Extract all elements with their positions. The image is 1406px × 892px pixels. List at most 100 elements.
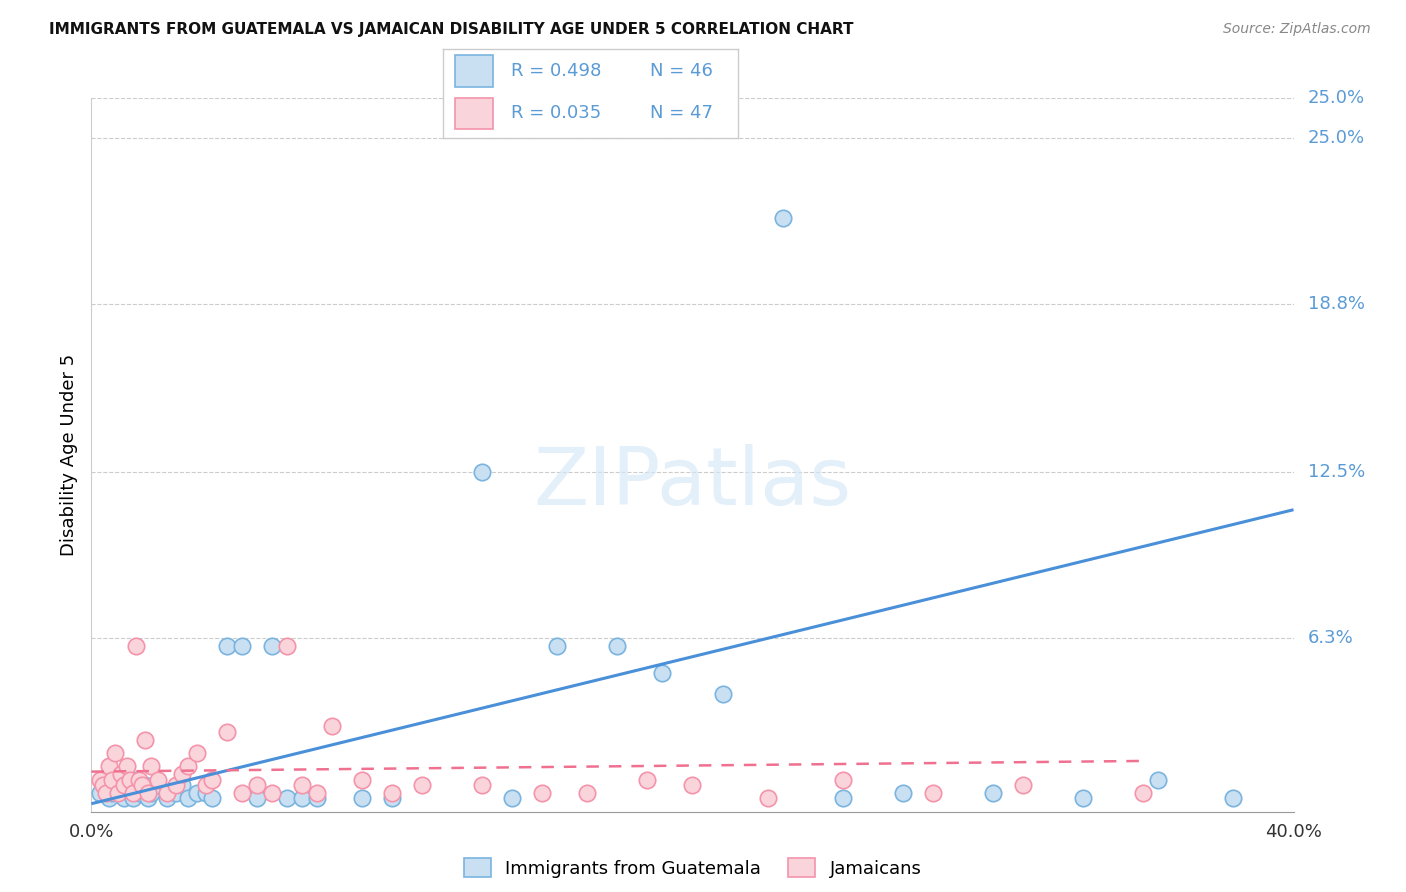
Point: [276, 639, 298, 653]
Point: [128, 772, 150, 787]
Point: [146, 778, 169, 792]
Text: R = 0.035: R = 0.035: [510, 104, 600, 122]
Text: ZIPatlas: ZIPatlas: [533, 444, 852, 523]
Point: [246, 778, 269, 792]
Point: [606, 639, 628, 653]
Text: 6.3%: 6.3%: [1308, 629, 1354, 647]
Point: [146, 772, 169, 787]
Point: [155, 786, 177, 800]
Point: [231, 786, 253, 800]
Point: [134, 778, 156, 792]
Point: [981, 786, 1004, 800]
Point: [1222, 791, 1244, 805]
Point: [1071, 791, 1094, 805]
Point: [107, 786, 129, 800]
Point: [276, 791, 298, 805]
Point: [134, 732, 156, 747]
Point: [305, 791, 328, 805]
Point: [194, 778, 217, 792]
Point: [1147, 772, 1170, 787]
Point: [114, 791, 136, 805]
Point: [128, 786, 150, 800]
Point: [176, 759, 198, 773]
Point: [260, 639, 283, 653]
Point: [772, 211, 794, 226]
Point: [186, 786, 208, 800]
Point: [186, 746, 208, 760]
Text: R = 0.498: R = 0.498: [510, 62, 602, 80]
Point: [831, 791, 853, 805]
Point: [101, 772, 124, 787]
Point: [138, 791, 160, 805]
Point: [170, 778, 193, 792]
Point: [110, 778, 132, 792]
Point: [201, 791, 224, 805]
Point: [194, 786, 217, 800]
Point: [411, 778, 433, 792]
Point: [98, 791, 121, 805]
Text: 18.8%: 18.8%: [1308, 295, 1365, 313]
Point: [117, 759, 139, 773]
Y-axis label: Disability Age Under 5: Disability Age Under 5: [59, 354, 77, 556]
Point: [531, 786, 554, 800]
Point: [170, 767, 193, 781]
Point: [246, 791, 269, 805]
Point: [131, 778, 153, 792]
Bar: [454, 55, 494, 87]
Point: [831, 772, 853, 787]
Point: [114, 778, 136, 792]
Point: [350, 772, 373, 787]
Point: [89, 786, 111, 800]
Point: [636, 772, 658, 787]
Point: [576, 786, 599, 800]
Point: [122, 791, 145, 805]
Point: [155, 791, 177, 805]
Point: [922, 786, 945, 800]
Point: [104, 772, 127, 787]
Point: [107, 786, 129, 800]
Point: [96, 786, 118, 800]
Point: [120, 772, 142, 787]
Point: [231, 639, 253, 653]
Point: [201, 772, 224, 787]
Point: [291, 778, 314, 792]
Point: [110, 767, 132, 781]
Point: [321, 719, 343, 733]
Point: [381, 791, 404, 805]
Point: [305, 786, 328, 800]
Point: [891, 786, 914, 800]
Point: [165, 786, 187, 800]
Point: [711, 687, 734, 701]
Point: [501, 791, 523, 805]
Point: [215, 724, 238, 739]
Text: 25.0%: 25.0%: [1308, 129, 1365, 147]
Point: [98, 759, 121, 773]
Point: [89, 772, 111, 787]
Point: [117, 772, 139, 787]
Point: [125, 639, 148, 653]
Point: [96, 778, 118, 792]
Bar: [454, 98, 494, 129]
Point: [350, 791, 373, 805]
Point: [176, 791, 198, 805]
Point: [120, 786, 142, 800]
Point: [471, 465, 494, 479]
Text: 12.5%: 12.5%: [1308, 463, 1365, 482]
Point: [215, 639, 238, 653]
Point: [141, 786, 163, 800]
Point: [1132, 786, 1154, 800]
Point: [756, 791, 779, 805]
Legend: Immigrants from Guatemala, Jamaicans: Immigrants from Guatemala, Jamaicans: [464, 858, 921, 878]
Point: [471, 778, 494, 792]
Point: [546, 639, 568, 653]
Point: [381, 786, 404, 800]
Text: N = 47: N = 47: [650, 104, 713, 122]
Point: [260, 786, 283, 800]
Point: [93, 778, 115, 792]
Text: IMMIGRANTS FROM GUATEMALA VS JAMAICAN DISABILITY AGE UNDER 5 CORRELATION CHART: IMMIGRANTS FROM GUATEMALA VS JAMAICAN DI…: [49, 22, 853, 37]
Text: 25.0%: 25.0%: [1308, 89, 1365, 107]
Point: [1012, 778, 1035, 792]
Point: [101, 786, 124, 800]
Text: N = 46: N = 46: [650, 62, 713, 80]
Point: [291, 791, 314, 805]
